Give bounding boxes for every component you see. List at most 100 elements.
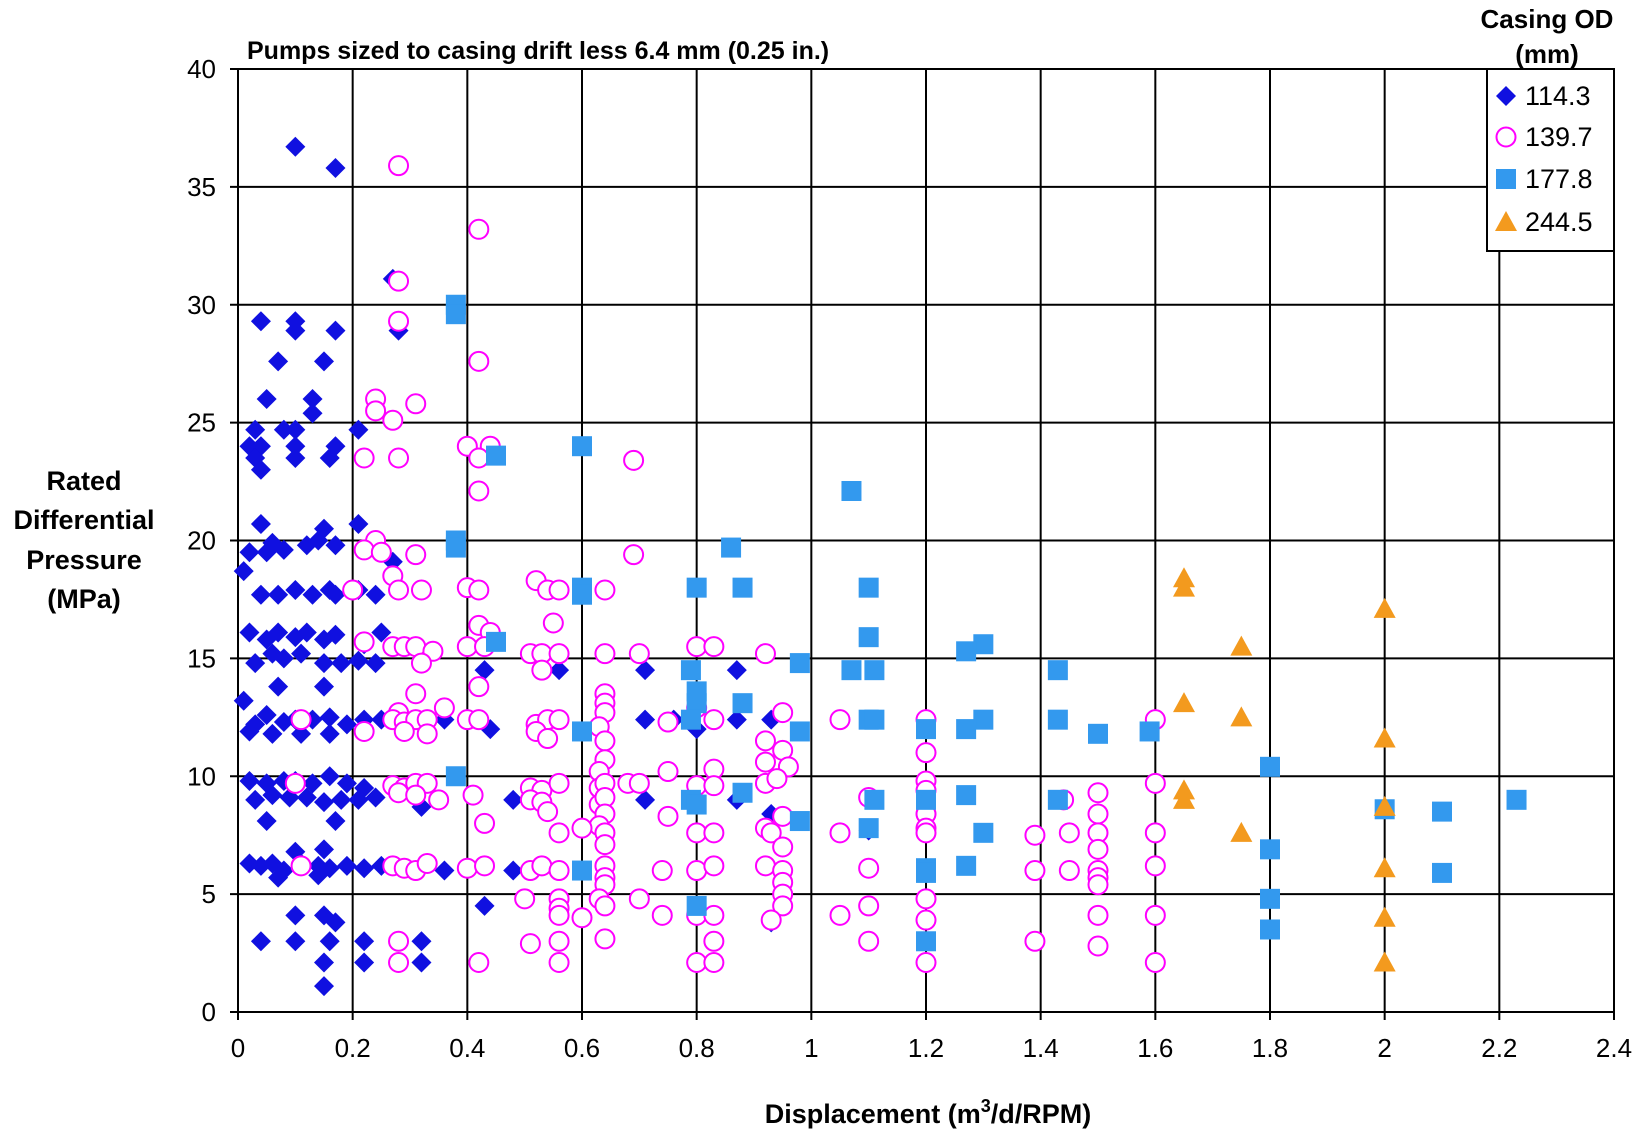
- diamond-point: [365, 584, 386, 605]
- circle-point: [686, 860, 708, 882]
- circle-point: [468, 447, 490, 469]
- square-point: [445, 304, 466, 325]
- circle-point: [468, 350, 490, 372]
- circle-point: [1144, 951, 1166, 973]
- diamond-point: [726, 709, 747, 730]
- y-tick-label-1: 5: [202, 879, 216, 909]
- square-point: [686, 895, 707, 916]
- diamond-point: [239, 853, 260, 874]
- circle-point: [353, 720, 375, 742]
- square-point: [858, 577, 879, 598]
- circle-point: [594, 834, 616, 856]
- circle-point: [548, 643, 570, 665]
- diamond-point: [635, 709, 656, 730]
- diamond-point: [503, 789, 524, 810]
- circle-point: [1144, 822, 1166, 844]
- circle-point: [571, 907, 593, 929]
- diamond-point: [308, 530, 329, 551]
- circle-point: [353, 539, 375, 561]
- circle-point: [468, 480, 490, 502]
- diamond-point: [319, 707, 340, 728]
- circle-point: [754, 855, 776, 877]
- data-points: [233, 136, 1527, 997]
- plot-area-border: [237, 68, 1615, 1013]
- y-tick-label-3: 15: [187, 643, 216, 673]
- square-point: [732, 693, 753, 714]
- y-tick-label-6: 30: [187, 290, 216, 320]
- y-tick-label-0: 0: [202, 997, 216, 1027]
- circle-point: [410, 652, 432, 674]
- diamond-point: [296, 787, 317, 808]
- diamond-point: [302, 389, 323, 410]
- triangle-point: [1373, 727, 1396, 748]
- circle-point: [519, 933, 541, 955]
- circle-point: [594, 895, 616, 917]
- diamond-point: [411, 931, 432, 952]
- square-point: [973, 634, 994, 655]
- diamond-point: [273, 648, 294, 669]
- circle-point: [537, 801, 559, 823]
- diamond-point: [434, 860, 455, 881]
- x-tick-label-10: 2: [1377, 1033, 1391, 1063]
- circle-point: [829, 904, 851, 926]
- diamond-point: [331, 653, 352, 674]
- circle-point: [915, 888, 937, 910]
- square-point: [858, 818, 879, 839]
- circle-point: [657, 805, 679, 827]
- circle-point: [548, 930, 570, 952]
- diamond-point: [635, 660, 656, 681]
- square-point: [1260, 756, 1280, 777]
- diamond-point: [325, 912, 346, 933]
- circle-point: [548, 709, 570, 731]
- square-point: [864, 660, 885, 681]
- circle-point: [474, 812, 496, 834]
- diamond-point: [239, 436, 260, 457]
- circle-point: [388, 310, 410, 332]
- triangle-point: [1373, 795, 1396, 816]
- circle-point: [594, 928, 616, 950]
- square-point: [1432, 801, 1452, 822]
- circle-point: [353, 447, 375, 469]
- diamond-point: [325, 584, 346, 605]
- circle-point: [1024, 824, 1046, 846]
- circle-point: [290, 855, 312, 877]
- triangle-point: [1230, 635, 1253, 656]
- square-point: [956, 641, 977, 662]
- circle-point: [1087, 904, 1109, 926]
- square-point: [1260, 839, 1280, 860]
- square-point: [841, 480, 862, 501]
- diamond-point: [319, 723, 340, 744]
- circle-point: [858, 857, 880, 879]
- x-tick-label-9: 1.8: [1252, 1033, 1288, 1063]
- circle-point: [405, 544, 427, 566]
- circle-point: [1087, 935, 1109, 957]
- diamond-point: [285, 436, 306, 457]
- circle-point: [628, 888, 650, 910]
- diamond-point: [285, 136, 306, 157]
- chart-title: Pumps sized to casing drift less 6.4 mm …: [247, 37, 829, 65]
- circle-point: [548, 860, 570, 882]
- circle-point: [393, 720, 415, 742]
- legend-label-114-3: 114.3: [1525, 81, 1591, 111]
- diamond-point: [319, 447, 340, 468]
- legend-markers: [1495, 86, 1517, 231]
- circle-point: [382, 409, 404, 431]
- circle-point: [651, 904, 673, 926]
- diamond-point: [348, 513, 369, 534]
- circle-point: [772, 836, 794, 858]
- triangle-point: [1373, 951, 1396, 972]
- triangle-point: [1230, 821, 1253, 842]
- square-point: [1260, 888, 1280, 909]
- circle-point: [388, 155, 410, 177]
- circle-point: [760, 822, 782, 844]
- square-point: [916, 862, 936, 883]
- circle-point: [623, 449, 645, 471]
- circle-point: [405, 393, 427, 415]
- square-point: [1260, 919, 1280, 940]
- x-tick-label-4: 0.8: [679, 1033, 715, 1063]
- circle-point: [474, 855, 496, 877]
- square-point: [721, 537, 742, 558]
- diamond-point: [285, 320, 306, 341]
